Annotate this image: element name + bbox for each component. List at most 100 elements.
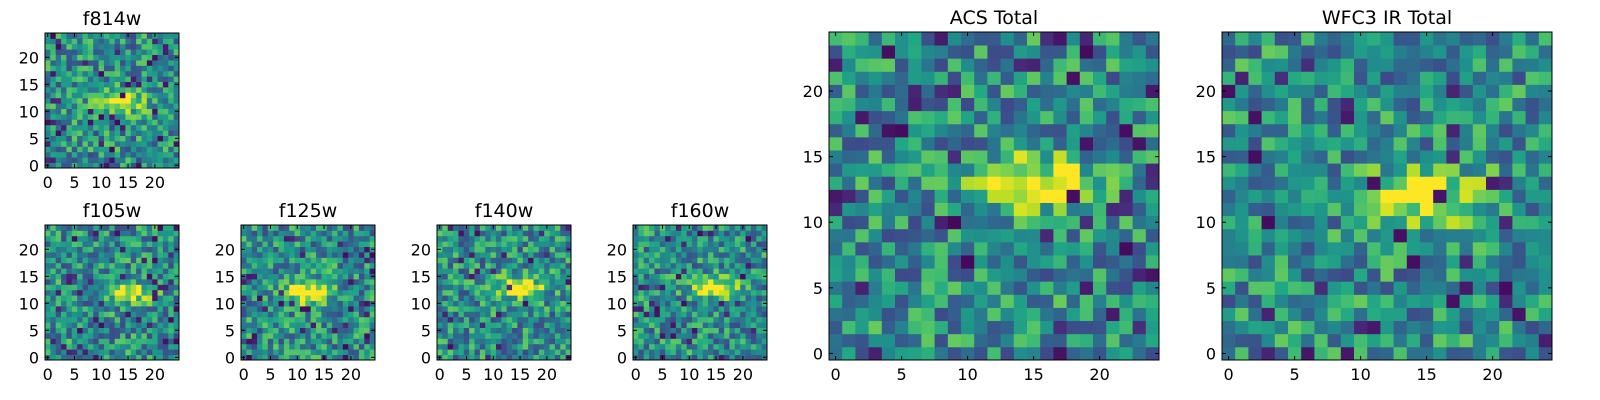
heatmap-cell xyxy=(1340,45,1355,59)
heatmap-cell xyxy=(173,76,180,82)
heatmap-cell xyxy=(750,306,757,312)
heatmap-cell xyxy=(262,322,269,328)
heatmap-cell xyxy=(77,76,83,82)
heatmap-cell xyxy=(305,316,312,323)
heatmap-cell xyxy=(162,124,169,131)
heatmap-cell xyxy=(1486,150,1500,164)
heatmap-cell xyxy=(71,135,78,142)
heatmap-cell xyxy=(549,322,556,328)
heatmap-cell xyxy=(71,333,78,339)
heatmap-cell xyxy=(697,343,704,350)
heatmap-cell xyxy=(479,306,486,312)
heatmap-cell xyxy=(1119,255,1133,269)
heatmap-cell xyxy=(278,257,285,264)
heatmap-cell xyxy=(458,322,465,328)
heatmap-cell xyxy=(1367,215,1381,230)
heatmap-cell xyxy=(348,230,354,237)
heatmap-cell xyxy=(45,349,51,355)
heatmap-cell xyxy=(1027,123,1041,138)
heatmap-cell xyxy=(353,343,360,350)
heatmap-cell xyxy=(512,246,518,253)
heatmap-cell xyxy=(1013,241,1028,256)
x-tick-label: 20 xyxy=(733,365,753,384)
panel-title: f814w xyxy=(83,8,142,30)
heatmap-cell xyxy=(246,252,253,258)
heatmap-cell xyxy=(109,114,116,120)
heatmap-cell xyxy=(469,349,475,355)
heatmap-cell xyxy=(1499,110,1513,125)
heatmap-cell xyxy=(447,343,454,350)
heatmap-cell xyxy=(463,235,470,242)
heatmap-cell xyxy=(103,130,110,136)
heatmap-cell xyxy=(348,257,354,264)
heatmap-cell xyxy=(1538,228,1553,243)
heatmap-cell xyxy=(337,273,344,280)
heatmap-cell xyxy=(369,343,376,350)
heatmap-cell xyxy=(533,268,540,274)
heatmap-cell xyxy=(544,295,550,301)
heatmap-cell xyxy=(130,49,137,55)
heatmap-cell xyxy=(528,252,534,258)
heatmap-cell xyxy=(649,333,655,339)
heatmap-cell xyxy=(675,343,682,350)
heatmap-cell xyxy=(708,262,714,269)
heatmap-cell xyxy=(1380,215,1394,230)
heatmap-cell xyxy=(146,151,153,158)
heatmap-cell xyxy=(522,279,529,285)
heatmap-cell xyxy=(87,230,94,237)
heatmap-cell xyxy=(934,176,949,190)
heatmap-cell xyxy=(1079,84,1094,98)
heatmap-cell xyxy=(538,252,545,258)
heatmap-cell xyxy=(565,349,572,355)
heatmap-cell xyxy=(1420,32,1434,46)
heatmap-cell xyxy=(1235,189,1249,203)
heatmap-cell xyxy=(1380,189,1394,203)
heatmap-cell xyxy=(45,76,51,82)
heatmap-cell xyxy=(1013,71,1028,85)
heatmap-cell xyxy=(45,43,51,50)
x-tick-label: 20 xyxy=(537,365,557,384)
heatmap-cell xyxy=(1459,58,1474,72)
heatmap-cell xyxy=(82,241,89,247)
heatmap-cell xyxy=(93,49,99,55)
heatmap-cell xyxy=(77,33,83,39)
heatmap-cell xyxy=(168,157,175,163)
heatmap-cell xyxy=(659,230,666,237)
heatmap-cell xyxy=(168,146,175,153)
heatmap-cell xyxy=(681,338,687,345)
heatmap-cell xyxy=(686,327,693,334)
x-tick-label: 15 xyxy=(510,365,530,384)
heatmap-cell xyxy=(881,228,896,243)
heatmap-cell xyxy=(756,338,763,345)
heatmap-cell xyxy=(1301,163,1315,177)
heatmap-cell xyxy=(453,322,459,328)
heatmap-cell xyxy=(130,114,137,120)
heatmap-cell xyxy=(120,114,126,120)
heatmap-cell xyxy=(305,327,312,334)
heatmap-cell xyxy=(364,300,371,307)
heatmap-cell xyxy=(251,262,258,269)
heatmap-cell xyxy=(125,311,132,318)
heatmap-cell xyxy=(141,252,148,258)
heatmap-cell xyxy=(702,241,709,247)
heatmap-cell xyxy=(458,289,465,296)
heatmap-cell xyxy=(136,65,142,72)
heatmap-cell xyxy=(77,343,83,350)
heatmap-cell xyxy=(855,307,869,322)
heatmap-cell xyxy=(1327,163,1342,177)
heatmap-cell xyxy=(136,230,142,237)
heatmap-cell xyxy=(533,295,540,301)
heatmap-cell xyxy=(740,322,746,328)
heatmap-cell xyxy=(638,338,645,345)
heatmap-cell xyxy=(162,43,169,50)
x-tick-label: 5 xyxy=(1290,365,1300,384)
heatmap-cell xyxy=(442,343,449,350)
heatmap-cell xyxy=(1459,150,1474,164)
heatmap-cell xyxy=(691,252,698,258)
heatmap-cell xyxy=(895,163,909,177)
heatmap-cell xyxy=(1538,320,1553,335)
heatmap-cell xyxy=(87,60,94,66)
heatmap-cell xyxy=(1314,123,1328,138)
heatmap-cell xyxy=(437,289,443,296)
heatmap-cell xyxy=(1261,84,1276,98)
